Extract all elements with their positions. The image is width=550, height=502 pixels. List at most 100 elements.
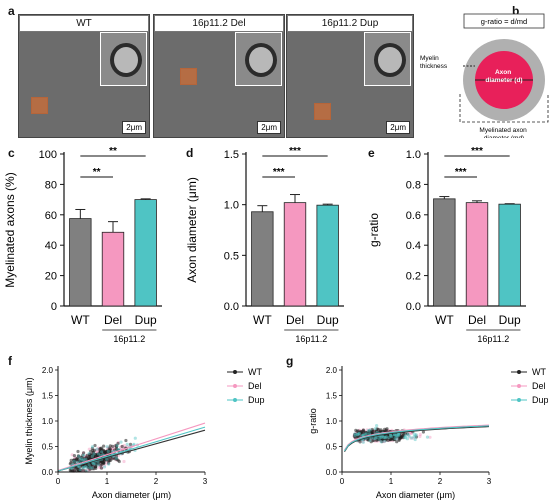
label-line: diameter (d) bbox=[485, 77, 522, 84]
point-dup bbox=[93, 462, 97, 466]
point-wt bbox=[391, 438, 395, 442]
point-dup bbox=[395, 437, 399, 441]
chart-f: 0.0 0.5 1.0 1.5 2.0 0 1 2 3 Axon diameter (μm) Mye… bbox=[24, 366, 265, 500]
y-tick-label: 1.5 bbox=[224, 149, 239, 161]
x-tick-label: 2 bbox=[154, 477, 159, 486]
point-dup bbox=[75, 460, 79, 464]
myelinated-label-text: Myelinated axon bbox=[479, 127, 527, 134]
point-dup bbox=[384, 435, 388, 439]
point-dup bbox=[107, 462, 111, 466]
significance-mark: ** bbox=[109, 146, 117, 157]
panel-label-f: f bbox=[8, 354, 12, 368]
point-wt bbox=[421, 430, 425, 434]
bar-dup bbox=[134, 199, 157, 307]
panel-label-b: b bbox=[512, 4, 520, 18]
panel-label-a: a bbox=[8, 4, 15, 18]
x-tick-label: 0 bbox=[56, 477, 61, 486]
label-line: diameter (md) bbox=[484, 135, 524, 138]
x-tick-label: Dup bbox=[499, 313, 521, 327]
point-dup bbox=[85, 466, 89, 470]
scatter-points bbox=[68, 436, 139, 473]
scatter-points bbox=[352, 424, 432, 444]
panel-label-g: g bbox=[286, 354, 294, 368]
y-tick-label: 0.5 bbox=[42, 443, 54, 452]
point-dup bbox=[95, 447, 99, 451]
g-ratio-schematic: g-ratio = d/md Myelin thickness Axon dia… bbox=[420, 13, 549, 138]
axon-label-text: Axon bbox=[495, 69, 511, 76]
legend-marker bbox=[233, 398, 237, 402]
point-wt bbox=[91, 454, 95, 458]
point-dup bbox=[97, 452, 101, 456]
bar-wt bbox=[69, 218, 92, 307]
point-dup bbox=[368, 428, 372, 432]
micrograph-inset bbox=[100, 32, 147, 86]
point-dup bbox=[384, 436, 388, 440]
point-del bbox=[408, 431, 413, 435]
axon-label: Axon diameter (d) bbox=[485, 69, 522, 84]
point-dup bbox=[410, 436, 414, 440]
point-dup bbox=[119, 440, 123, 444]
significance-mark: ** bbox=[93, 167, 101, 178]
point-wt bbox=[128, 442, 133, 446]
point-dup bbox=[414, 434, 418, 438]
point-dup bbox=[96, 463, 100, 467]
x-tick-label: Dup bbox=[317, 313, 339, 327]
y-tick-label: 0.5 bbox=[326, 443, 338, 452]
point-dup bbox=[397, 433, 401, 437]
point-dup bbox=[393, 433, 397, 437]
point-dup bbox=[392, 432, 396, 437]
bar-del bbox=[283, 202, 307, 307]
legend-marker bbox=[517, 384, 521, 388]
bar-del bbox=[465, 202, 489, 307]
y-tick-label: 1.0 bbox=[406, 149, 421, 161]
scale-bar: 2μm bbox=[386, 121, 410, 134]
x-tick-label: WT bbox=[253, 313, 272, 327]
point-dup bbox=[388, 433, 393, 437]
point-del bbox=[411, 436, 415, 440]
chart-e: 0.0 0.2 0.4 0.6 0.8 1.0 g-ratio WT Del Dup 16p11.2… bbox=[367, 146, 526, 344]
point-wt bbox=[90, 446, 94, 450]
point-dup bbox=[81, 459, 85, 463]
point-dup bbox=[397, 432, 401, 436]
x-tick-label: 2 bbox=[438, 477, 443, 486]
legend-label: Del bbox=[532, 381, 546, 391]
point-wt bbox=[391, 433, 395, 437]
point-wt bbox=[99, 466, 104, 470]
point-wt bbox=[68, 462, 72, 466]
point-dup bbox=[82, 466, 86, 470]
point-wt bbox=[88, 454, 92, 458]
point-wt bbox=[82, 451, 86, 455]
point-wt bbox=[108, 444, 112, 448]
point-dup bbox=[78, 468, 82, 472]
point-del bbox=[95, 448, 99, 452]
panel-label-c: c bbox=[8, 146, 15, 160]
y-tick-label: 0 bbox=[51, 301, 57, 313]
point-wt bbox=[76, 454, 80, 458]
point-wt bbox=[76, 468, 81, 472]
point-dup bbox=[372, 437, 376, 441]
formula-box bbox=[463, 13, 545, 29]
point-dup bbox=[389, 434, 393, 438]
point-dup bbox=[114, 456, 118, 460]
point-wt bbox=[385, 427, 389, 431]
y-tick-label: 2.0 bbox=[326, 366, 338, 375]
point-dup bbox=[91, 462, 95, 466]
bar-wt bbox=[251, 211, 274, 307]
fit-line-dup bbox=[57, 426, 206, 472]
x-tick-label: Del bbox=[104, 313, 122, 327]
legend-marker bbox=[233, 384, 237, 388]
legend-label: Dup bbox=[248, 395, 265, 405]
x-tick-label: WT bbox=[71, 313, 90, 327]
label-line: thickness bbox=[420, 63, 448, 70]
point-dup bbox=[90, 466, 94, 470]
point-wt bbox=[83, 456, 87, 460]
x-tick-label: Dup bbox=[135, 313, 157, 327]
myelin-thickness-label: Myelin thickness bbox=[420, 55, 448, 70]
point-dup bbox=[413, 437, 417, 442]
point-wt bbox=[91, 461, 95, 466]
point-wt bbox=[381, 438, 385, 442]
point-wt bbox=[82, 464, 86, 468]
legend-label: Del bbox=[248, 381, 262, 391]
legend-label: Dup bbox=[532, 395, 548, 405]
x-tick-label: 3 bbox=[487, 477, 492, 486]
